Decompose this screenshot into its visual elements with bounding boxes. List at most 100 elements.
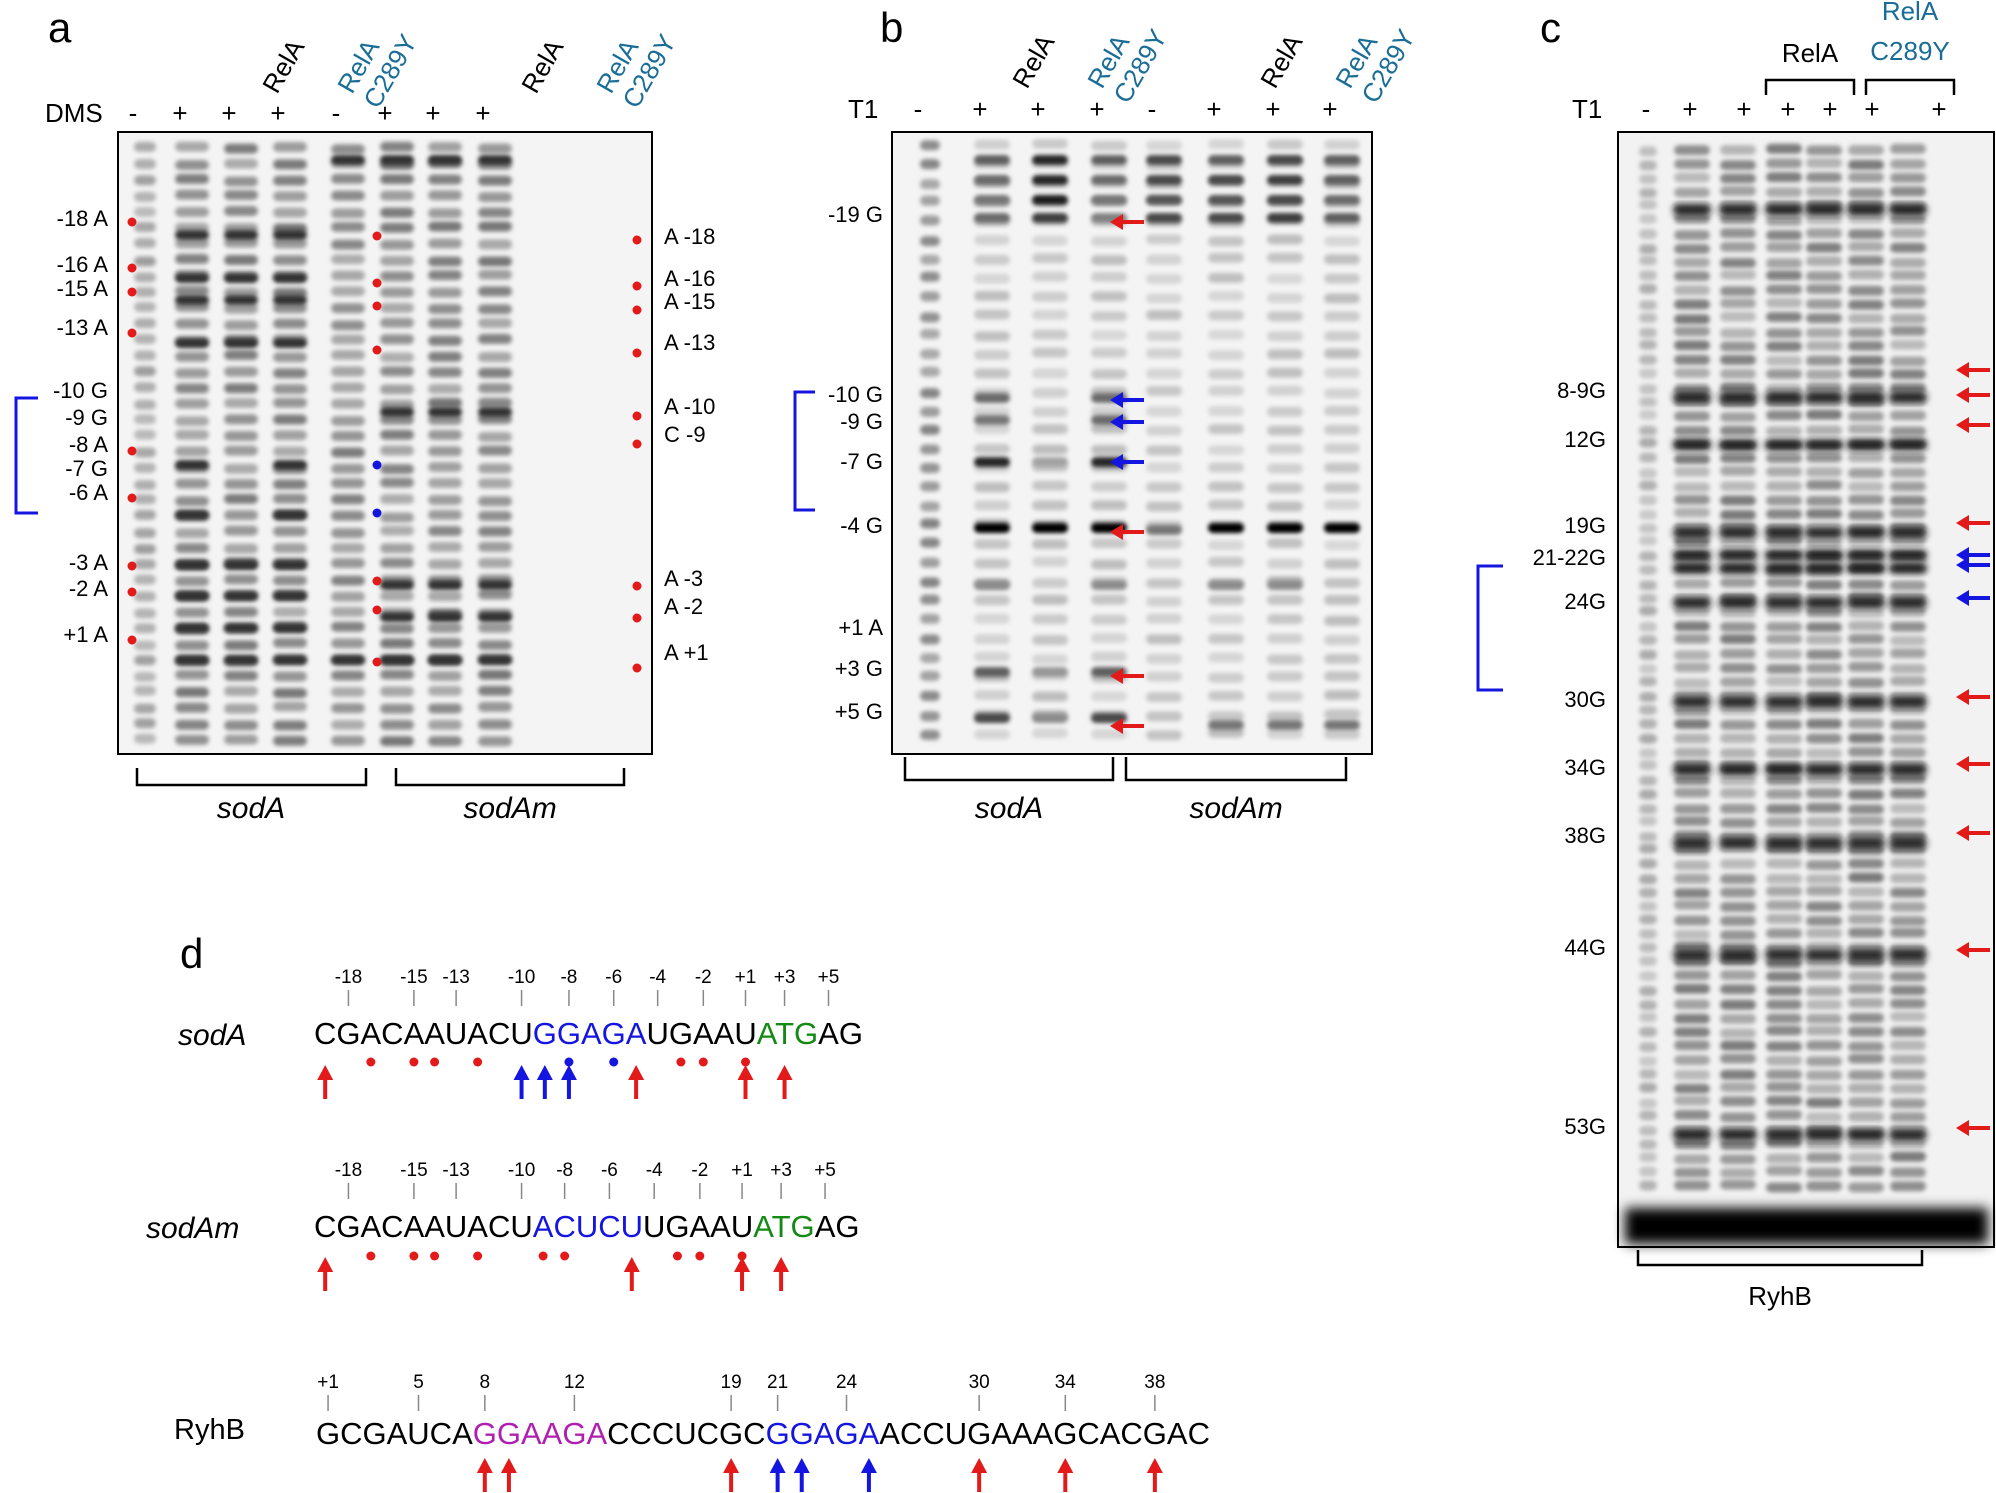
gel-band (1806, 1083, 1842, 1094)
gel-band (1674, 243, 1710, 254)
gel-band (1720, 1168, 1756, 1179)
gel-band (1806, 788, 1842, 799)
gel-band (1848, 424, 1884, 435)
gel-band (1032, 309, 1068, 320)
gel-band (1890, 257, 1926, 268)
mutant-line1: RelA (1882, 0, 1939, 26)
gel-band (1766, 481, 1802, 492)
gel-band (1208, 350, 1244, 361)
gel-band (331, 463, 365, 474)
gel-band (331, 719, 365, 730)
gel-band (1720, 1154, 1756, 1165)
gel-band (1766, 1153, 1802, 1164)
gel-band (1091, 195, 1127, 205)
gel-band (1766, 577, 1802, 588)
gel-band (1267, 425, 1303, 436)
gel-band (1848, 313, 1884, 324)
gel-band (331, 703, 365, 714)
red-arrow-icon (500, 1458, 517, 1492)
gel-band (1766, 158, 1802, 169)
gel-band (224, 623, 258, 633)
gel-band (1720, 382, 1756, 393)
gel-band (273, 384, 307, 395)
gel-band (1032, 387, 1068, 398)
position-number: -8 (556, 1160, 573, 1181)
gel-band (1720, 677, 1756, 688)
gel-band (478, 719, 512, 730)
position-number: +3 (774, 967, 796, 988)
bracket-label-c289y-c: RelA C289Y (1870, 0, 1950, 66)
gel-band (1674, 1013, 1710, 1024)
gel-band (134, 272, 156, 283)
gel-band (1806, 145, 1842, 156)
gel-band (380, 686, 414, 697)
gel-band (273, 460, 307, 470)
gel-band (1639, 804, 1657, 815)
gel-band (1032, 406, 1068, 417)
gel-band (1719, 528, 1757, 538)
gel-band (478, 221, 512, 232)
gel-band (1674, 899, 1710, 910)
red-arrow-icon (1110, 718, 1144, 734)
seq-segment: UGAAU (643, 1209, 753, 1244)
gel-band (273, 637, 307, 648)
gel-band (1889, 205, 1927, 215)
gel-band (224, 591, 258, 601)
gel-band (1890, 998, 1926, 1009)
seq-segment: AG (815, 1209, 860, 1244)
gel-band (134, 528, 156, 539)
gel-band (1766, 1013, 1802, 1024)
gel-band (1673, 563, 1711, 573)
gel-band (1848, 327, 1884, 338)
gel-band (1806, 1025, 1842, 1036)
gel-band (920, 195, 940, 206)
position-number: 12 (564, 1372, 585, 1393)
gel-band (1889, 440, 1927, 450)
red-arrow-icon (734, 1257, 751, 1291)
gel-band (1208, 155, 1244, 165)
gel-band (1639, 384, 1657, 395)
gel-band (380, 384, 414, 395)
gel-band (1674, 816, 1710, 827)
gel-band (428, 736, 462, 747)
position-label: A +1 (664, 640, 709, 665)
gel-band (224, 574, 258, 585)
gel-band (1208, 727, 1244, 738)
gel-band (224, 383, 258, 394)
gel-band (1806, 1152, 1842, 1163)
lane-sign: + (475, 98, 490, 128)
position-number: -8 (560, 967, 577, 988)
gel-band (331, 575, 365, 586)
gel-band (175, 607, 209, 618)
red-arrow-icon (1956, 1120, 1990, 1136)
gel-band (1889, 838, 1927, 848)
gel-band (134, 287, 156, 298)
gel-band (1766, 284, 1802, 295)
gel-band (920, 463, 940, 474)
gel-band (1848, 536, 1884, 547)
position-label: -8 A (69, 432, 108, 457)
gel-band (1720, 537, 1756, 548)
gel-band (1766, 1109, 1802, 1120)
gel-band (380, 317, 414, 328)
gel-band (1805, 392, 1843, 402)
gel-band (1765, 598, 1803, 608)
lane-sign: + (1322, 94, 1337, 124)
seed-bracket-b (793, 390, 815, 512)
gel-band (1890, 270, 1926, 281)
gel-band (1208, 290, 1244, 301)
gel-band (1806, 1181, 1842, 1192)
gel-band (224, 273, 258, 283)
gel-band (380, 719, 414, 730)
gel-band (1639, 437, 1657, 448)
gel-band (1146, 730, 1182, 741)
gel-band (380, 334, 414, 345)
gel-band (428, 351, 462, 362)
gel-band (1032, 556, 1068, 567)
blue-arrow-icon (1110, 392, 1144, 408)
gel-band (134, 623, 156, 634)
gel-band (1805, 598, 1843, 608)
gel-band (1848, 1070, 1884, 1081)
gel-band (273, 575, 307, 586)
gel-band (1674, 787, 1710, 798)
